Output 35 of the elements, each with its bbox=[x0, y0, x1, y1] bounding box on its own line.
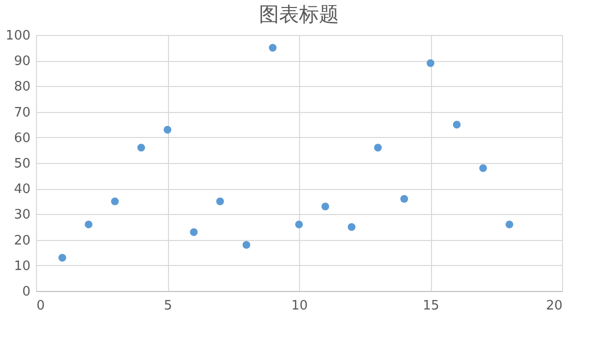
point bbox=[216, 198, 224, 206]
y-tick-label: 30 bbox=[14, 208, 30, 223]
x-tick-label: 20 bbox=[546, 298, 562, 314]
point bbox=[374, 144, 382, 152]
point bbox=[190, 228, 198, 236]
point bbox=[242, 241, 250, 249]
point bbox=[84, 220, 92, 228]
y-tick-label: 60 bbox=[14, 130, 30, 146]
point bbox=[479, 164, 487, 172]
x-tick-label: 10 bbox=[291, 298, 308, 314]
point bbox=[452, 120, 461, 128]
y-tick-label: 20 bbox=[14, 233, 30, 248]
point bbox=[506, 220, 514, 228]
y-tick-label: 90 bbox=[14, 54, 30, 70]
point bbox=[348, 223, 356, 231]
x-tick-label: 0 bbox=[36, 298, 45, 314]
y-tick-label: 80 bbox=[14, 80, 30, 95]
point bbox=[295, 220, 303, 228]
point bbox=[164, 126, 172, 134]
point bbox=[426, 59, 434, 68]
y-tick-label: 0 bbox=[22, 284, 30, 300]
y-tick-label: 70 bbox=[14, 105, 30, 120]
point bbox=[137, 144, 146, 152]
point bbox=[321, 202, 330, 210]
point bbox=[268, 44, 277, 52]
point bbox=[58, 254, 66, 262]
x-tick-label: 15 bbox=[422, 298, 440, 314]
y-tick-label: 10 bbox=[14, 258, 30, 274]
y-tick-label: 100 bbox=[6, 28, 30, 44]
x-tick-label: 5 bbox=[164, 298, 172, 314]
point bbox=[111, 198, 119, 206]
y-tick-label: 40 bbox=[14, 182, 30, 198]
point bbox=[400, 194, 408, 203]
chart-title: 图表标题 bbox=[259, 2, 339, 26]
y-tick-label: 50 bbox=[14, 156, 30, 172]
